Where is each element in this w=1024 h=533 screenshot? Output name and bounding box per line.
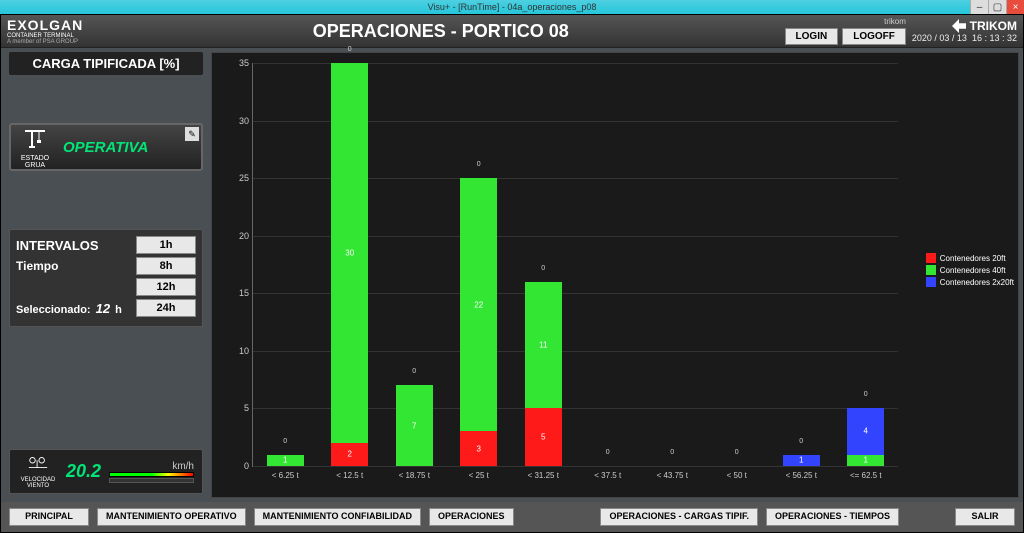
x-tick: < 56.25 t	[769, 471, 834, 480]
wind-icon: VELOCIDAD VIENTO	[18, 454, 58, 489]
nav-operaciones[interactable]: OPERACIONES	[429, 508, 514, 526]
bar-segment: 22	[460, 178, 497, 431]
x-tick: < 6.25 t	[253, 471, 318, 480]
footer-nav: PRINCIPAL MANTENIMIENTO OPERATIVO MANTEN…	[1, 502, 1023, 532]
x-tick: < 43.75 t	[640, 471, 705, 480]
nav-tiempos[interactable]: OPERACIONES - TIEMPOS	[766, 508, 899, 526]
bar-segment: 2	[331, 443, 368, 466]
login-button[interactable]: LOGIN	[785, 28, 839, 45]
y-tick: 10	[225, 346, 249, 356]
nav-cargas-tipif[interactable]: OPERACIONES - CARGAS TIPIF.	[600, 508, 758, 526]
wind-panel: VELOCIDAD VIENTO 20.2 km/h	[9, 449, 203, 494]
datetime: 2020 / 03 / 13 16 : 13 : 32	[912, 33, 1017, 43]
bar-segment: 3	[460, 431, 497, 466]
interval-button-8h[interactable]: 8h	[136, 257, 196, 275]
page-title: OPERACIONES - PORTICO 08	[97, 21, 785, 42]
legend-item: Contenedores 40ft	[926, 265, 1014, 275]
x-tick: <= 62.5 t	[834, 471, 899, 480]
bar-group: 70< 18.75 t	[382, 63, 447, 466]
x-tick: < 12.5 t	[318, 471, 383, 480]
intervals-subtitle: Tiempo	[16, 259, 58, 273]
nav-mant-confiabilidad[interactable]: MANTENIMIENTO CONFIABILIDAD	[254, 508, 421, 526]
wind-value: 20.2	[66, 461, 101, 482]
legend-swatch	[926, 265, 936, 275]
y-tick: 30	[225, 116, 249, 126]
y-tick: 0	[225, 461, 249, 471]
legend-swatch	[926, 277, 936, 287]
wind-gauge	[109, 472, 194, 477]
app-header: EXOLGAN CONTAINER TERMINAL A member of P…	[1, 15, 1023, 48]
bar-group: 10< 6.25 t	[253, 63, 318, 466]
chart: 0510152025303510< 6.25 t2300< 12.5 t70< …	[211, 52, 1019, 498]
y-tick: 15	[225, 288, 249, 298]
nav-mant-operativo[interactable]: MANTENIMIENTO OPERATIVO	[97, 508, 246, 526]
bar-segment: 1	[847, 455, 884, 467]
exit-button[interactable]: SALIR	[955, 508, 1015, 526]
logo-trikom: TRIKOM	[952, 19, 1017, 33]
bar-group: 10< 56.25 t	[769, 63, 834, 466]
intervals-title: INTERVALOS	[16, 238, 99, 253]
y-tick: 20	[225, 231, 249, 241]
bar-segment: 4	[847, 408, 884, 454]
crane-icon: ESTADO GRUA	[15, 126, 55, 169]
bar-group: 3220< 25 t	[447, 63, 512, 466]
window-title: Visu+ - [RunTime] - 04a_operaciones_p08	[428, 2, 597, 12]
crane-status-value: OPERATIVA	[63, 139, 148, 156]
bar-segment: 11	[525, 282, 562, 409]
bar-group: 0< 37.5 t	[576, 63, 641, 466]
crane-status-panel: ✎ ESTADO GRUA OPERATIVA	[9, 123, 203, 171]
y-tick: 35	[225, 58, 249, 68]
bar-group: 140<= 62.5 t	[834, 63, 899, 466]
maximize-icon[interactable]: ▢	[988, 0, 1006, 14]
wind-unit: km/h	[172, 461, 194, 472]
x-tick: < 50 t	[705, 471, 770, 480]
nav-principal[interactable]: PRINCIPAL	[9, 508, 89, 526]
bar-segment: 5	[525, 408, 562, 466]
logo-exolgan: EXOLGAN CONTAINER TERMINAL A member of P…	[7, 17, 97, 45]
interval-button-1h[interactable]: 1h	[136, 236, 196, 254]
legend-item: Contenedores 2x20ft	[926, 277, 1014, 287]
x-tick: < 31.25 t	[511, 471, 576, 480]
interval-button-12h[interactable]: 12h	[136, 278, 196, 296]
bar-group: 5110< 31.25 t	[511, 63, 576, 466]
intervals-selected: Seleccionado: 12 h	[16, 301, 122, 316]
bar-segment: 30	[331, 63, 368, 443]
bar-segment: 1	[267, 455, 304, 467]
interval-button-24h[interactable]: 24h	[136, 299, 196, 317]
legend-item: Contenedores 20ft	[926, 253, 1014, 263]
edit-icon[interactable]: ✎	[185, 127, 199, 141]
sidebar: CARGA TIPIFICADA [%] ✎ ESTADO GRUA OPERA…	[1, 48, 211, 502]
bar-segment: 1	[783, 455, 820, 467]
minimize-icon[interactable]: –	[970, 0, 988, 14]
legend-swatch	[926, 253, 936, 263]
user-label: trikom	[884, 17, 906, 26]
bar-group: 0< 50 t	[705, 63, 770, 466]
bar-segment: 7	[396, 385, 433, 466]
x-tick: < 25 t	[447, 471, 512, 480]
y-tick: 5	[225, 403, 249, 413]
y-tick: 25	[225, 173, 249, 183]
intervals-panel: INTERVALOS 1h Tiempo 8h 12h Seleccionado…	[9, 229, 203, 327]
chart-legend: Contenedores 20ft Contenedores 40ft Conten…	[926, 253, 1014, 289]
window-titlebar: Visu+ - [RunTime] - 04a_operaciones_p08 …	[0, 0, 1024, 14]
bar-group: 0< 43.75 t	[640, 63, 705, 466]
close-icon[interactable]: ×	[1006, 0, 1024, 14]
bar-group: 2300< 12.5 t	[318, 63, 383, 466]
x-tick: < 18.75 t	[382, 471, 447, 480]
x-tick: < 37.5 t	[576, 471, 641, 480]
sidebar-title: CARGA TIPIFICADA [%]	[9, 52, 203, 75]
logoff-button[interactable]: LOGOFF	[842, 28, 906, 45]
